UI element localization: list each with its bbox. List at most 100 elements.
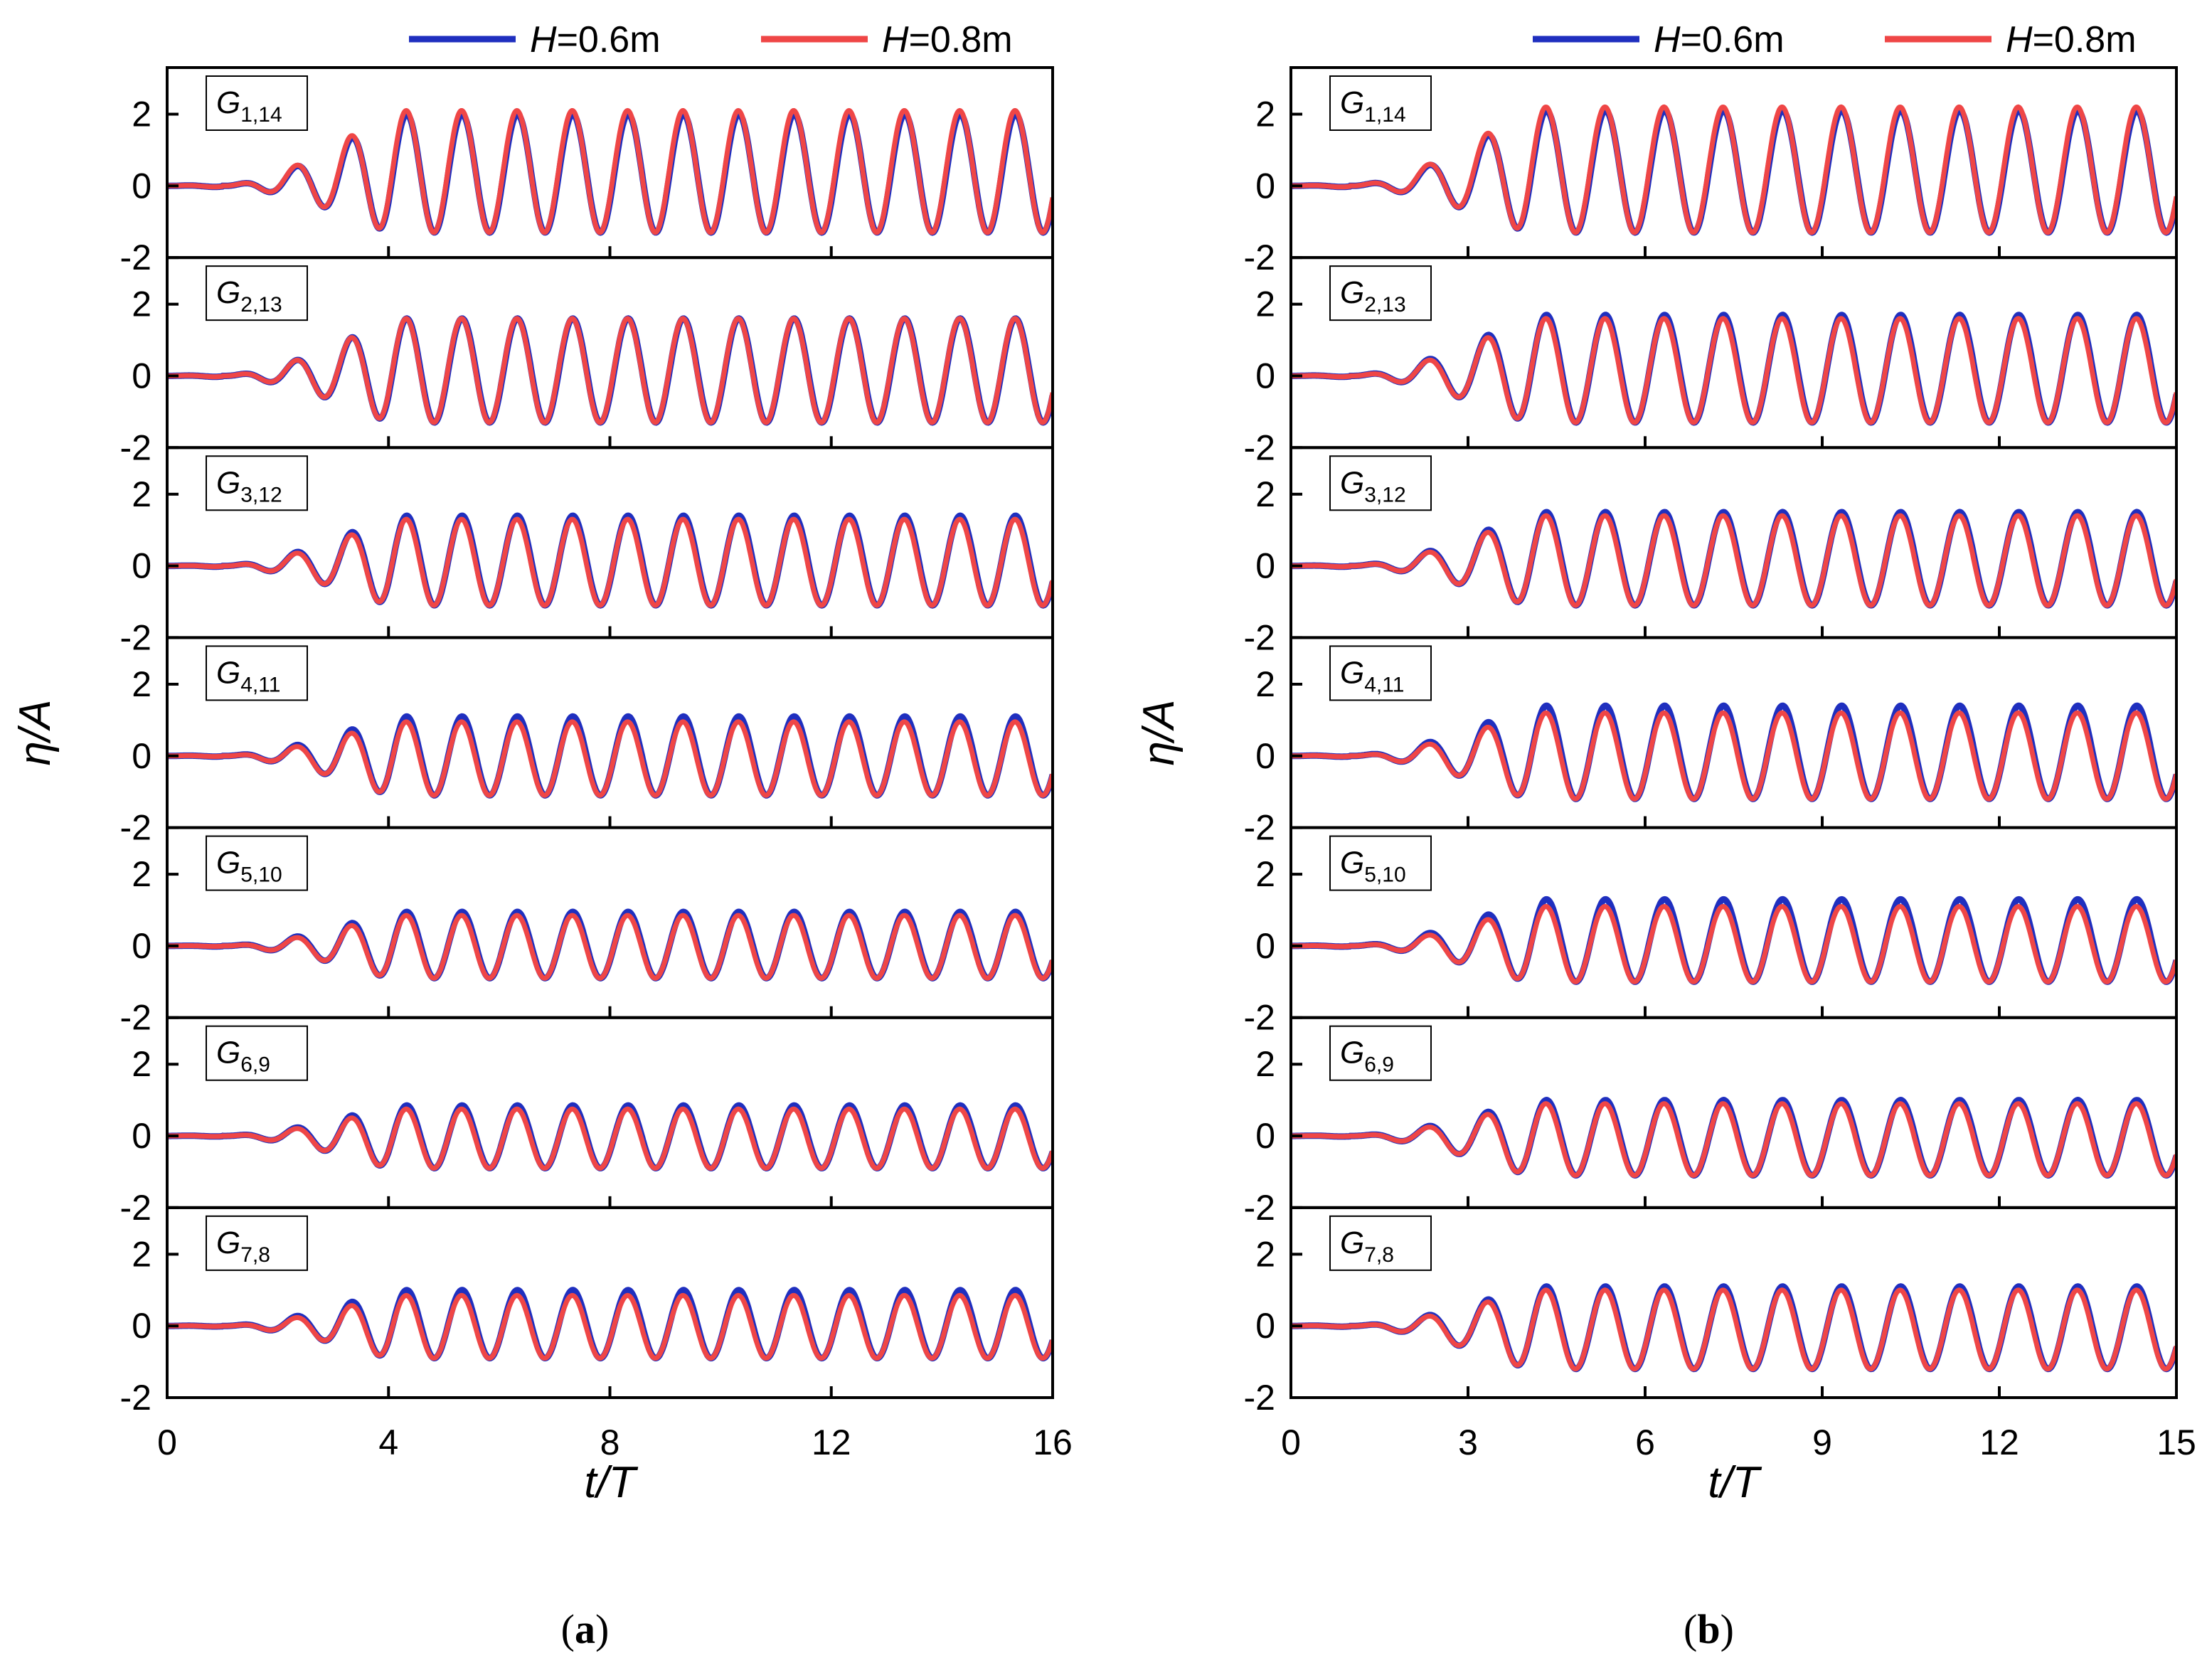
y-tick-label: -2: [120, 998, 151, 1038]
y-tick-label: -2: [120, 617, 151, 657]
gauge-label: G4,11: [216, 655, 280, 696]
x-tick-label: 0: [1281, 1423, 1301, 1462]
x-tick-label: 6: [1635, 1423, 1655, 1462]
y-tick-label: -2: [1244, 238, 1275, 277]
gauge-label-box: [1329, 835, 1432, 891]
series-line: [167, 107, 1053, 235]
subplot-row: -2 0 2 G4,11: [1244, 636, 2178, 848]
y-tick-label: 0: [132, 546, 151, 586]
y-tick-label: 0: [132, 166, 151, 206]
y-tick-label: 2: [1255, 474, 1275, 514]
gauge-label: G5,10: [1340, 846, 1406, 887]
y-tick-label: 0: [1255, 736, 1275, 776]
gauge-label: G1,14: [1340, 85, 1406, 127]
x-tick-label: 0: [157, 1423, 177, 1462]
legend-entry: H=0.6m: [1654, 19, 1785, 60]
x-tick-label: 16: [1033, 1423, 1073, 1462]
gauge-label: G7,8: [1340, 1226, 1394, 1267]
y-tick-label: 2: [132, 854, 151, 894]
subplot-row: -2 0 2 G7,8: [120, 1206, 1054, 1418]
gauge-label: G7,8: [216, 1226, 270, 1267]
subplot-frame: [1289, 1206, 2178, 1400]
y-tick-label: 0: [1255, 1306, 1275, 1346]
subplot-row: -2 0 2 G5,10: [1244, 826, 2178, 1038]
gauge-label: G4,11: [1340, 655, 1404, 696]
y-tick-label: 2: [1255, 664, 1275, 704]
series-line: [1291, 312, 2176, 426]
y-tick-label: -2: [120, 808, 151, 848]
series-line: [1291, 513, 2176, 608]
y-axis-label: η/A: [11, 699, 60, 765]
y-tick-label: -2: [1244, 998, 1275, 1038]
y-tick-label: 2: [132, 285, 151, 324]
series-line: [167, 1106, 1053, 1171]
y-tick-label: -2: [1244, 617, 1275, 657]
gauge-label-box: [1329, 75, 1432, 131]
y-tick-label: -2: [1244, 1188, 1275, 1228]
x-tick-label: 9: [1812, 1423, 1832, 1462]
x-tick-label: 12: [812, 1423, 851, 1462]
series-line: [1291, 895, 2176, 985]
y-tick-label: 2: [1255, 285, 1275, 324]
y-tick-label: 0: [1255, 546, 1275, 586]
series-line: [167, 913, 1053, 981]
y-tick-label: 0: [132, 1306, 151, 1346]
y-tick-label: 2: [132, 664, 151, 704]
panel-caption: (b): [1684, 1606, 1734, 1652]
subplot-row: -2 0 2 G1,14: [120, 66, 1054, 277]
gauge-label: G6,9: [216, 1036, 270, 1077]
subplot-row: -2 0 2 G6,9: [120, 1016, 1054, 1228]
chart-panel-a: -202 G1,14-202 G2,13-202 G3,12-202 G4,11-202…: [11, 19, 1073, 1652]
subplot-row: -2 0 2 G3,12: [120, 446, 1054, 657]
subplot-row: -2 0 2 G7,8: [1244, 1206, 2178, 1418]
chart-panel-b: -202 G1,14-202 G2,13-202 G3,12-202 G4,11-202…: [1134, 19, 2196, 1652]
y-tick-label: -2: [1244, 1378, 1275, 1418]
y-axis-label: η/A: [1134, 699, 1184, 765]
gauge-label: G3,12: [216, 465, 282, 506]
subplot-row: -2 0 2 G4,11: [120, 636, 1054, 848]
y-tick-label: 2: [1255, 854, 1275, 894]
y-tick-label: -2: [1244, 427, 1275, 467]
x-tick-label: 12: [1979, 1423, 2019, 1462]
legend-entry: H=0.8m: [2006, 19, 2137, 60]
y-tick-label: 2: [132, 1044, 151, 1084]
subplot-row: -2 0 2 G2,13: [120, 256, 1054, 467]
y-tick-label: -2: [120, 1378, 151, 1418]
y-tick-label: 0: [1255, 1116, 1275, 1156]
series-line: [1291, 316, 2176, 425]
y-tick-label: 0: [1255, 166, 1275, 206]
legend: H=0.6m H=0.8m: [1533, 19, 2137, 60]
y-tick-label: 0: [132, 736, 151, 776]
gauge-label-box: [206, 455, 308, 511]
y-tick-label: -2: [120, 238, 151, 277]
series-line: [167, 719, 1053, 798]
y-tick-label: 0: [132, 1116, 151, 1156]
legend: H=0.6m H=0.8m: [409, 19, 1013, 60]
series-line: [1291, 1097, 2176, 1179]
y-tick-label: 0: [1255, 356, 1275, 395]
gauge-label: G2,13: [1340, 275, 1406, 317]
y-tick-label: -2: [1244, 808, 1275, 848]
y-tick-label: 2: [1255, 1234, 1275, 1274]
gauge-label-box: [1329, 455, 1432, 511]
series-line: [1291, 1101, 2176, 1179]
x-axis-label: t/T: [1708, 1458, 1762, 1507]
y-tick-label: 2: [132, 474, 151, 514]
x-tick-label: 8: [600, 1423, 620, 1462]
series-line: [1291, 702, 2176, 802]
gauge-label-box: [206, 1215, 308, 1271]
y-tick-label: 2: [1255, 1044, 1275, 1084]
subplot-row: -2 0 2 G1,14: [1244, 66, 2178, 277]
panel-caption: (a): [561, 1606, 610, 1652]
gauge-label-box: [206, 645, 308, 701]
gauge-label-box: [1329, 265, 1432, 321]
y-tick-label: 2: [1255, 95, 1275, 134]
y-tick-label: 2: [132, 95, 151, 134]
subplot-row: -2 0 2 G6,9: [1244, 1016, 2178, 1228]
series-line: [1291, 903, 2176, 984]
series-line: [1291, 1287, 2176, 1372]
gauge-label: G2,13: [216, 275, 282, 317]
series-line: [167, 1292, 1053, 1361]
subplot-row: -2 0 2 G3,12: [1244, 446, 2178, 657]
